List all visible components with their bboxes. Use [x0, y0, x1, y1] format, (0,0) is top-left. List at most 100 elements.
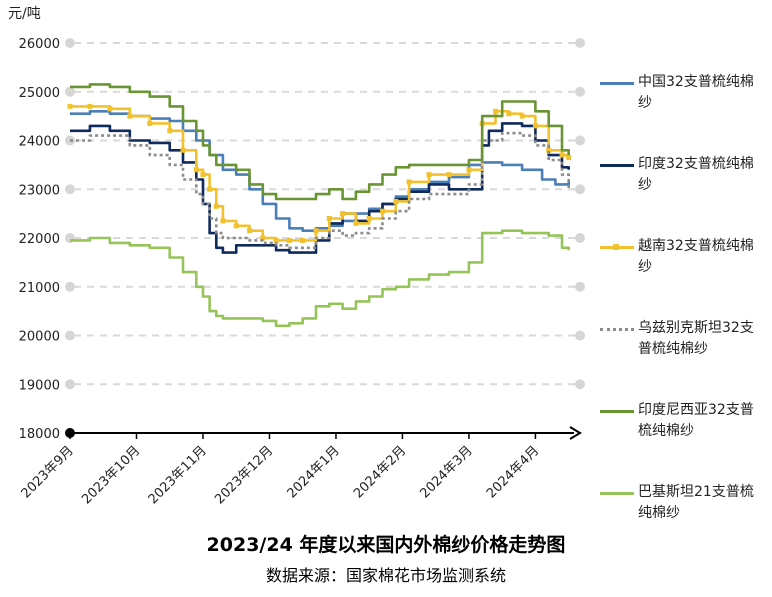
series-line-3 — [70, 105, 570, 242]
series-4-point — [368, 227, 371, 230]
series-5-point — [407, 163, 410, 166]
series-3-point — [546, 147, 552, 153]
series-4-point — [195, 193, 198, 196]
series-5-point — [567, 154, 570, 157]
legend-item: 乌兹别克斯坦32支普梳纯棉纱 — [596, 318, 772, 400]
series-6-point — [148, 246, 151, 249]
series-3-point — [286, 237, 292, 243]
x-tick-label: 2023年11月 — [146, 443, 210, 507]
gridline-end-dot — [575, 184, 585, 195]
series-1-point — [521, 168, 524, 171]
series-4-point — [560, 173, 563, 176]
series-4-point — [221, 236, 224, 239]
series-4-point — [354, 232, 357, 235]
legend-item: 巴基斯坦21支普梳纯棉纱 — [596, 482, 772, 564]
series-1-point — [221, 168, 224, 171]
gridline-end-dot — [575, 330, 585, 341]
series-5-point — [301, 197, 304, 200]
series-3-point — [313, 228, 319, 234]
series-4-point — [208, 217, 211, 220]
series-2-point — [181, 161, 184, 164]
series-6-point — [215, 314, 218, 317]
gridlines — [65, 38, 585, 390]
series-4-point — [248, 239, 251, 242]
gridline-end-dot — [575, 379, 585, 390]
series-2-point — [567, 168, 570, 171]
series-5-point — [394, 166, 397, 169]
series-3-point — [559, 152, 565, 158]
series-5-point — [208, 154, 211, 157]
y-tick-label: 24000 — [19, 135, 60, 150]
series-5-point — [381, 173, 384, 176]
series-6-point — [235, 317, 238, 320]
series-2-point — [288, 251, 291, 254]
series-6-point — [534, 232, 537, 235]
series-4-point — [148, 154, 151, 157]
series-6-point — [567, 249, 570, 252]
series-4-point — [328, 229, 331, 232]
series-5-point — [201, 144, 204, 147]
series-2-point — [108, 129, 111, 132]
series-6-point — [368, 295, 371, 298]
series-4-point — [201, 202, 204, 205]
series-2-point — [501, 122, 504, 125]
series-6-point — [328, 302, 331, 305]
series-3-point — [213, 203, 219, 209]
series-2-point — [221, 251, 224, 254]
series-2-point — [447, 188, 450, 191]
legend-swatch — [600, 492, 634, 495]
legend-swatch — [600, 244, 634, 250]
series-6-point — [501, 229, 504, 232]
legend-item: 印度32支普梳纯棉纱 — [596, 154, 772, 236]
series-6-point — [181, 271, 184, 274]
legend-item: 中国32支普梳纯棉纱 — [596, 72, 772, 154]
series-4-point — [128, 144, 131, 147]
series-4-point — [427, 193, 430, 196]
series-5-point — [481, 115, 484, 118]
data-source: 数据来源：国家棉花市场监测系统 — [265, 566, 506, 585]
series-1-point — [68, 112, 71, 115]
series-5-point — [128, 90, 131, 93]
series-5-point — [354, 190, 357, 193]
series-5-point — [88, 83, 91, 86]
series-6-point — [168, 256, 171, 259]
series-1-point — [88, 110, 91, 113]
series-5-point — [547, 124, 550, 127]
series-4-point — [68, 139, 71, 142]
series-4-point — [407, 197, 410, 200]
y-tick-label: 23000 — [19, 183, 60, 198]
series-6-point — [314, 305, 317, 308]
series-3-point — [506, 111, 512, 117]
legend-label: 乌兹别克斯坦32支普梳纯棉纱 — [638, 320, 754, 357]
series-4-point — [215, 232, 218, 235]
series-6-point — [481, 232, 484, 235]
legend-label: 巴基斯坦21支普梳纯棉纱 — [638, 484, 754, 521]
series-4-point — [181, 178, 184, 181]
series-1-point — [248, 188, 251, 191]
series-5-point — [235, 168, 238, 171]
gridline-start-dot — [65, 184, 75, 195]
series-5-point — [501, 100, 504, 103]
series-5-point — [68, 85, 71, 88]
legend-swatch — [600, 82, 634, 85]
gridline-start-dot — [65, 330, 75, 341]
series-3-point — [532, 123, 538, 129]
series-3-point — [353, 220, 359, 226]
series-3-point — [200, 172, 206, 178]
series-5-point — [248, 183, 251, 186]
series-2-point — [68, 129, 71, 132]
series-6-point — [407, 278, 410, 281]
x-tick-label: 2024年1月 — [285, 443, 343, 501]
x-tick-label: 2023年9月 — [19, 443, 77, 501]
series-3-point — [167, 128, 173, 134]
series-3-point — [519, 113, 525, 119]
series-1-point — [108, 112, 111, 115]
series-4-point — [521, 134, 524, 137]
legend-swatch — [600, 328, 634, 331]
series-4-point — [314, 236, 317, 239]
series-6-point — [394, 285, 397, 288]
legend-swatch — [600, 164, 634, 167]
series-1-point — [554, 183, 557, 186]
series-5-point — [447, 163, 450, 166]
series-2-point — [547, 154, 550, 157]
